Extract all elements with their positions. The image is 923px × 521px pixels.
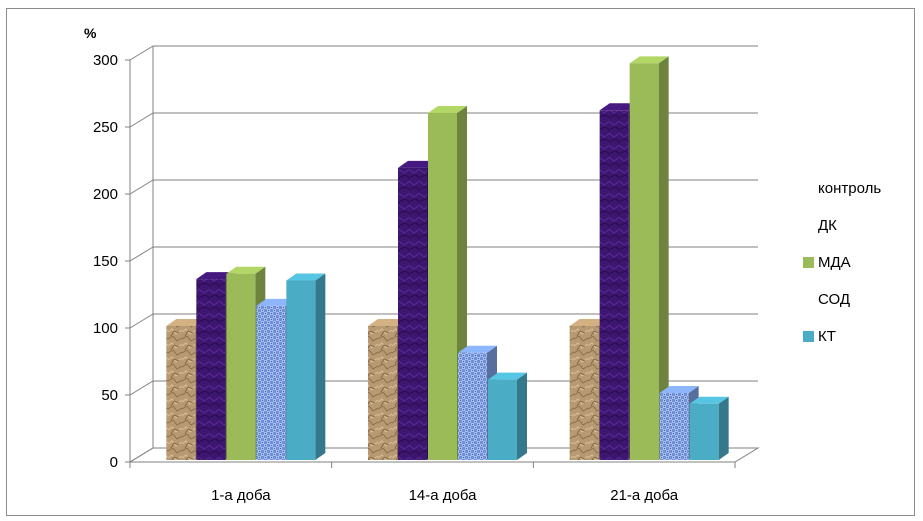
bar-top bbox=[428, 105, 467, 113]
bar-side bbox=[718, 396, 729, 460]
y-tick-label: 100 bbox=[93, 320, 118, 337]
bar-top bbox=[629, 56, 669, 64]
legend-swatch bbox=[803, 257, 814, 268]
bar-top bbox=[569, 319, 609, 326]
bar-front bbox=[368, 326, 397, 460]
bar-side bbox=[658, 56, 669, 461]
bar-top bbox=[458, 345, 497, 353]
gridline-depth bbox=[129, 45, 154, 61]
bar-front bbox=[196, 279, 226, 460]
y-unit-label: % bbox=[84, 25, 97, 41]
bar-front bbox=[458, 352, 487, 460]
y-tick-label: 0 bbox=[110, 454, 118, 471]
bar-side bbox=[315, 273, 326, 460]
x-category-labels: 1-а доба 14-а доба 21-а доба bbox=[211, 487, 679, 504]
bar-top bbox=[599, 103, 639, 111]
bars bbox=[166, 56, 729, 461]
bar-top bbox=[226, 266, 266, 274]
y-tick-label: 200 bbox=[93, 186, 118, 203]
bar-side bbox=[517, 372, 527, 460]
bar-top bbox=[256, 298, 296, 306]
y-tick-label: 300 bbox=[93, 52, 118, 69]
gridline-depth bbox=[129, 380, 154, 396]
gridline-depth bbox=[129, 246, 154, 262]
bar-top bbox=[689, 396, 729, 404]
y-tick-label: 150 bbox=[93, 253, 118, 270]
x-category-label: 1-а доба bbox=[211, 487, 271, 504]
bar-front bbox=[689, 403, 719, 460]
bar-front bbox=[256, 305, 286, 460]
axes bbox=[125, 46, 760, 468]
legend: контроль ДК МДА СОД КТ bbox=[803, 180, 881, 345]
bar-top bbox=[488, 372, 527, 380]
gridline-depth bbox=[129, 179, 154, 195]
x-category-label: 21-а доба bbox=[610, 487, 679, 504]
bar-front bbox=[428, 112, 457, 460]
y-tick-label: 50 bbox=[101, 387, 118, 404]
bar bbox=[488, 372, 527, 460]
bar-front bbox=[286, 280, 316, 460]
bar-front bbox=[398, 167, 427, 460]
bar-front bbox=[599, 110, 629, 460]
bar-front bbox=[226, 273, 256, 460]
legend-label: контроль bbox=[818, 180, 881, 197]
bar bbox=[286, 273, 326, 460]
y-tick-label: 250 bbox=[93, 119, 118, 136]
bar-top bbox=[398, 160, 437, 168]
bar-top bbox=[286, 273, 326, 281]
bar-front bbox=[659, 393, 689, 460]
legend-label: МДА bbox=[818, 254, 851, 271]
bar-top bbox=[166, 319, 206, 326]
x-category-label: 14-а доба bbox=[409, 487, 478, 504]
legend-label: ДК bbox=[818, 217, 837, 234]
bar bbox=[689, 396, 729, 460]
bar-top bbox=[196, 272, 236, 280]
gridline-depth bbox=[129, 112, 154, 128]
legend-label: СОД bbox=[818, 291, 850, 308]
y-tick-labels: 0 50 100 150 200 250 300 bbox=[93, 52, 118, 471]
bar-front bbox=[166, 326, 196, 460]
bar-top bbox=[368, 319, 407, 326]
bar-front bbox=[629, 63, 659, 461]
legend-label: КТ bbox=[818, 328, 836, 345]
gridline-depth bbox=[129, 313, 154, 329]
bar-top bbox=[659, 386, 699, 393]
bar-front bbox=[569, 326, 599, 460]
bar bbox=[629, 56, 669, 461]
bar bbox=[458, 345, 497, 460]
bar-front bbox=[488, 379, 517, 460]
legend-swatch bbox=[803, 331, 814, 342]
